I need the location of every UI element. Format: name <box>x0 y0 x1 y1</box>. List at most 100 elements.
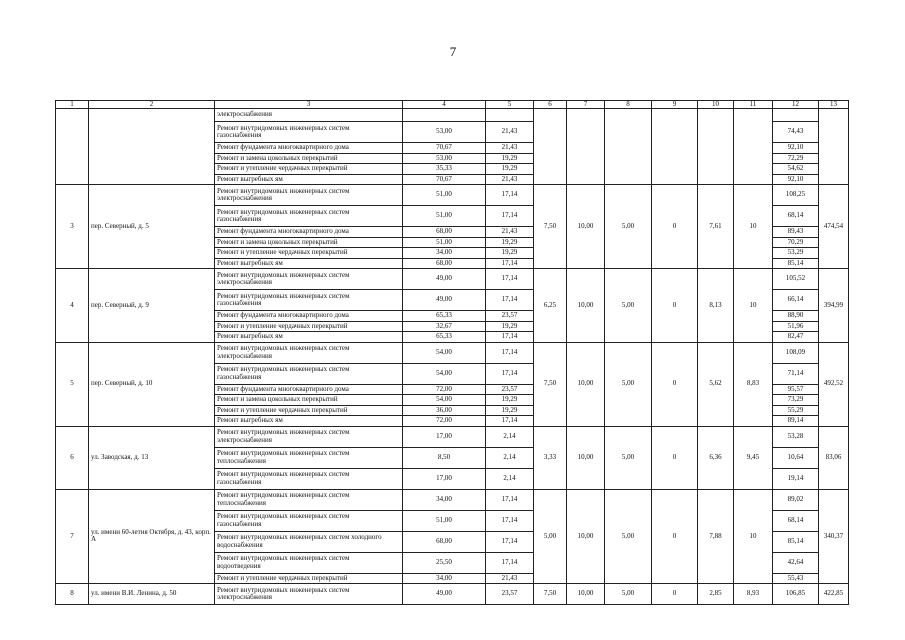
value-cell: 7,50 <box>533 184 567 269</box>
value-cell: 5,00 <box>604 341 652 427</box>
cell-text: Ремонт и утепление чердачных перекрытий <box>217 405 348 414</box>
value-cell <box>566 108 605 185</box>
value-cell: 70,67 <box>402 142 486 154</box>
page-number: 7 <box>449 44 457 59</box>
value-cell: 51,00 <box>402 205 486 227</box>
value-cell: 0 <box>651 425 698 490</box>
cell-text: Ремонт фундамента многоквартирного дома <box>217 143 349 151</box>
address <box>88 108 215 185</box>
value-cell: 53,00 <box>402 152 486 164</box>
cell-text: Ремонт внутридомовых инженерных систем г… <box>217 365 350 381</box>
work-name: Ремонт внутридомовых инженерных систем г… <box>214 205 403 227</box>
work-name: Ремонт внутридомовых инженерных систем э… <box>214 341 403 364</box>
value-cell: 106,85 <box>772 583 819 605</box>
header-row: 1 2 3 4 5 6 7 8 9 10 11 12 13 <box>55 100 849 109</box>
value-cell: 25,50 <box>402 551 486 574</box>
value-cell: 21,43 <box>485 173 534 185</box>
address: ул. имени 60-летия Октября, д. 43, корп.… <box>88 488 215 584</box>
work-row: Ремонт фундамента многоквартирного дома 6… <box>56 226 849 238</box>
value-cell: 49,00 <box>402 268 486 290</box>
row-number: 8 <box>55 583 89 605</box>
cell-text: Ремонт и замена цокольных перекрытий <box>217 395 338 403</box>
value-cell: 5,00 <box>533 488 567 584</box>
value-cell: 10,00 <box>566 268 605 343</box>
work-row: Ремонт внутридомовых инженерных систем г… <box>56 467 849 490</box>
value-cell: 0 <box>651 341 698 427</box>
value-cell: 17,00 <box>402 425 486 448</box>
value-cell: 5,00 <box>604 184 652 269</box>
row-number <box>55 108 89 185</box>
value-cell: 19,29 <box>485 404 534 416</box>
header-cell: 5 <box>485 100 534 109</box>
cell-text: Ремонт внутридомовых инженерных систем г… <box>217 512 350 528</box>
value-cell: 5,00 <box>604 425 652 490</box>
cell-text: Ремонт внутридомовых инженерных систем э… <box>217 344 350 360</box>
cell-text: Ремонт внутридомовых инженерных систем г… <box>217 291 350 307</box>
value-cell: 42,64 <box>772 551 819 574</box>
work-row: Ремонт внутридомовых инженерных систем г… <box>56 362 849 385</box>
cell-text: Ремонт внутридомовых инженерных систем э… <box>217 585 350 601</box>
value-cell: 51,00 <box>402 184 486 206</box>
cell-text: Ремонт выгребных ям <box>217 416 283 424</box>
work-name: Ремонт внутридомовых инженерных систем э… <box>214 583 403 605</box>
total-cell <box>818 108 849 185</box>
value-cell: 66,14 <box>772 289 819 311</box>
value-cell: 2,14 <box>485 425 534 448</box>
value-cell: 85,14 <box>772 530 819 553</box>
value-cell: 49,00 <box>402 583 486 605</box>
work-table: 1 2 3 4 5 6 7 8 9 10 11 12 13 электроснабжения Ремонт … <box>55 100 849 605</box>
value-cell: 7,61 <box>697 184 734 269</box>
value-cell: 17,14 <box>485 289 534 311</box>
header-cell: 9 <box>651 100 698 109</box>
value-cell: 10,00 <box>566 425 605 490</box>
value-cell: 17,14 <box>485 184 534 206</box>
value-cell: 65,33 <box>402 331 486 343</box>
header-cell: 13 <box>818 100 849 109</box>
header-cell: 12 <box>772 100 819 109</box>
work-name: Ремонт внутридомовых инженерных систем г… <box>214 289 403 311</box>
value-cell: 68,14 <box>772 509 819 532</box>
work-name: Ремонт выгребных ям <box>214 257 403 269</box>
value-cell: 6,25 <box>533 268 567 343</box>
work-name: Ремонт фундамента многоквартирного дома <box>214 226 403 238</box>
cell-text: Ремонт внутридомовых инженерных систем г… <box>217 207 350 223</box>
value-cell: 2,85 <box>697 583 734 605</box>
value-cell: 0 <box>651 184 698 269</box>
header-cell: 8 <box>604 100 652 109</box>
work-name: Ремонт и утепление чердачных перекрытий <box>214 404 403 416</box>
cell-text: Ремонт выгребных ям <box>217 332 283 340</box>
value-cell: 10,00 <box>566 488 605 584</box>
value-cell: 49,00 <box>402 289 486 311</box>
work-name: Ремонт внутридомовых инженерных систем г… <box>214 121 403 143</box>
work-row: Ремонт и замена цокольных перекрытий 53,0… <box>56 152 849 164</box>
value-cell: 3,33 <box>533 425 567 490</box>
value-cell: 92,10 <box>772 173 819 185</box>
value-cell: 35,33 <box>402 163 486 175</box>
value-cell <box>772 108 819 122</box>
value-cell: 51,00 <box>402 509 486 532</box>
value-cell: 17,14 <box>485 205 534 227</box>
work-row: Ремонт и утепление чердачных перекрытий 3… <box>56 163 849 175</box>
value-cell: 54,00 <box>402 394 486 406</box>
value-cell: 5,00 <box>604 268 652 343</box>
header-cell: 2 <box>88 100 215 109</box>
value-cell: 32,67 <box>402 320 486 332</box>
value-cell: 68,00 <box>402 226 486 238</box>
work-name: Ремонт и утепление чердачных перекрытий <box>214 163 403 175</box>
total-cell: 394,99 <box>818 268 849 343</box>
value-cell: 34,00 <box>402 247 486 259</box>
value-cell: 74,43 <box>772 121 819 143</box>
value-cell: 19,29 <box>485 394 534 406</box>
value-cell: 53,29 <box>772 247 819 259</box>
work-name: Ремонт фундамента многоквартирного дома <box>214 142 403 154</box>
cell-text: электроснабжения <box>217 110 273 119</box>
total-cell: 340,37 <box>818 488 849 584</box>
value-cell: 105,52 <box>772 268 819 290</box>
value-cell: 85,14 <box>772 257 819 269</box>
value-cell: 17,14 <box>485 509 534 532</box>
value-cell: 10 <box>733 268 773 343</box>
value-cell: 10 <box>733 184 773 269</box>
value-cell: 10,00 <box>566 184 605 269</box>
value-cell: 19,29 <box>485 236 534 248</box>
